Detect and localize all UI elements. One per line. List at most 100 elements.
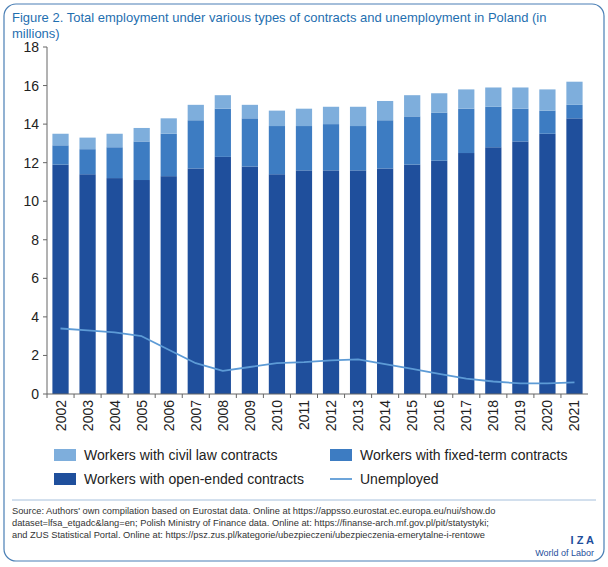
bar (377, 120, 393, 168)
bar (323, 124, 339, 170)
bar (79, 149, 95, 174)
x-tick (344, 394, 345, 398)
bar (79, 138, 95, 150)
source-line: Source: Authors' own compilation based o… (12, 506, 495, 516)
bar (161, 118, 177, 133)
bar (242, 167, 258, 394)
y-tick (43, 355, 47, 356)
bar (188, 105, 204, 120)
x-tick (317, 394, 318, 398)
bar (52, 165, 68, 394)
x-tick (425, 394, 426, 398)
bar (512, 141, 528, 394)
logo-sub: World of Labor (535, 548, 594, 558)
y-tick-label: 10 (23, 193, 39, 209)
source-line: and ZUS Statistical Portal. Online at: h… (12, 530, 485, 540)
x-tick (263, 394, 264, 398)
x-tick (479, 394, 480, 398)
bar (52, 134, 68, 146)
logo: I Z A (571, 534, 594, 546)
bar (79, 174, 95, 394)
bar (566, 82, 582, 105)
bar (458, 89, 474, 108)
y-tick (43, 162, 47, 163)
bar (350, 126, 366, 170)
bar (485, 87, 501, 106)
bar (539, 111, 555, 134)
x-tick-label: 2010 (269, 400, 285, 431)
title-line: Figure 2. Total employment under various… (12, 10, 547, 25)
y-tick-label: 6 (31, 270, 39, 286)
x-tick (209, 394, 210, 398)
bar (242, 118, 258, 166)
y-tick-label: 2 (31, 347, 39, 363)
bar (134, 141, 150, 180)
bar (566, 105, 582, 118)
separator (12, 500, 596, 501)
x-tick (533, 394, 534, 398)
legend-label: Unemployed (360, 471, 439, 487)
y-tick (43, 47, 47, 48)
bar (188, 120, 204, 168)
x-tick-label: 2016 (431, 400, 447, 431)
x-tick (371, 394, 372, 398)
bar (404, 116, 420, 164)
chart: Figure 2. Total employment under various… (0, 0, 608, 567)
x-tick-label: 2004 (107, 400, 123, 431)
y-tick (43, 85, 47, 86)
bar (296, 109, 312, 126)
x-tick-label: 2015 (404, 400, 420, 431)
bar (215, 95, 231, 108)
bar (539, 89, 555, 110)
y-tick-label: 18 (23, 39, 39, 55)
x-tick (182, 394, 183, 398)
bar (431, 93, 447, 112)
x-tick (236, 394, 237, 398)
bar (296, 126, 312, 170)
x-tick (74, 394, 75, 398)
x-tick-label: 2005 (134, 400, 150, 431)
bar (377, 168, 393, 394)
x-tick (101, 394, 102, 398)
x-tick-label: 2019 (512, 400, 528, 431)
bar (296, 170, 312, 394)
x-tick-label: 2014 (377, 400, 393, 431)
y-tick-label: 12 (23, 155, 39, 171)
x-tick (560, 394, 561, 398)
y-tick-label: 0 (31, 386, 39, 402)
x-tick-label: 2012 (323, 400, 339, 431)
bar (404, 165, 420, 394)
bar (458, 109, 474, 153)
x-tick-label: 2008 (215, 400, 231, 431)
bar (323, 107, 339, 124)
bar (566, 118, 582, 394)
source-line: dataset=lfsa_etgadc&lang=en; Polish Mini… (12, 518, 489, 528)
y-tick (43, 278, 47, 279)
x-tick-label: 2011 (296, 400, 312, 430)
bar (539, 134, 555, 394)
x-tick-label: 2009 (242, 400, 258, 431)
y-tick (43, 239, 47, 240)
bar (215, 109, 231, 157)
title: Figure 2. Total employment under various… (12, 10, 547, 41)
x-tick (290, 394, 291, 398)
bar (431, 113, 447, 161)
legend-label: Workers with fixed-term contracts (360, 447, 567, 463)
bar (161, 176, 177, 394)
x-tick (47, 394, 48, 398)
y-tick-label: 14 (23, 116, 39, 132)
legend-swatch (54, 449, 76, 461)
x-tick (452, 394, 453, 398)
x-tick-label: 2020 (539, 400, 555, 431)
y-tick-label: 8 (31, 232, 39, 248)
line (61, 329, 575, 384)
bar (269, 111, 285, 126)
x-tick-label: 2003 (80, 400, 96, 431)
x-tick-label: 2006 (161, 400, 177, 431)
bar (512, 87, 528, 108)
legend-swatch (330, 449, 352, 461)
bar (350, 107, 366, 126)
x-tick-label: 2007 (188, 400, 204, 431)
y-tick-label: 16 (23, 78, 39, 94)
frame (4, 4, 604, 561)
